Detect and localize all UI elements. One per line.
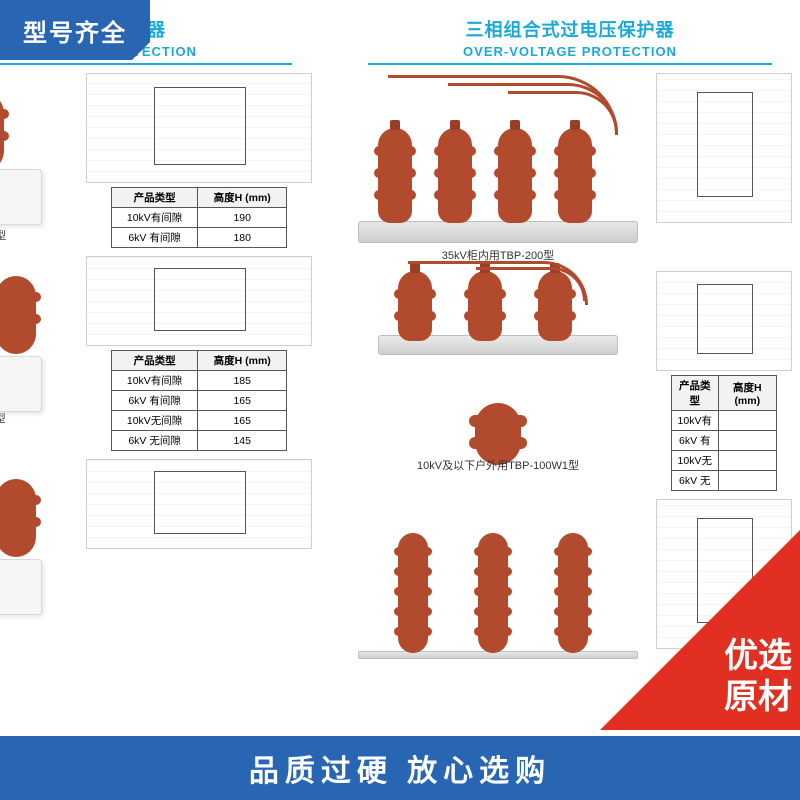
- spec-table-1: 产品类型高度H (mm) 10kV有间隙185 6kV 有间隙165 10kV无…: [111, 350, 287, 451]
- th: 产品类型: [671, 376, 718, 411]
- th: 高度H (mm): [718, 376, 777, 411]
- td: 190: [198, 208, 287, 228]
- product-photo-tbp-131: 用TBP-131型: [0, 256, 78, 426]
- td: 6kV 有: [671, 431, 718, 451]
- td: 165: [198, 391, 287, 411]
- counter-box: [0, 169, 42, 225]
- insulator-shape: [538, 271, 572, 341]
- th: 产品类型: [111, 351, 197, 371]
- product-photo-tbp-o: 护用TBP-O型: [0, 73, 78, 243]
- td: [718, 431, 777, 451]
- td: 6kV 无: [671, 471, 718, 491]
- td: 10kV无: [671, 451, 718, 471]
- right-title-cn: 三相组合式过电压保护器: [348, 16, 792, 42]
- insulator-shape: [398, 533, 428, 653]
- product-photo-tbp-100w1: 10kV及以下户外用TBP-100W1型: [348, 271, 648, 471]
- insulator-shape: [0, 93, 4, 171]
- rail-bar: [358, 651, 638, 659]
- badge-br-line1: 优选: [724, 636, 792, 677]
- schematic-drawing: [86, 73, 312, 183]
- product-photo: [0, 459, 78, 629]
- spec-table-0: 产品类型高度H (mm) 10kV有间隙190 6kV 有间隙180: [111, 187, 287, 248]
- schematic-drawing: [86, 256, 312, 346]
- td: 10kV有间隙: [111, 371, 197, 391]
- left-row-1: 用TBP-131型 产品类型高度H (mm) 10kV有间隙185 6kV 有间…: [0, 256, 312, 451]
- cable-shape: [448, 83, 618, 133]
- product-photo-tbp-200: 35kV柜内用TBP-200型: [348, 73, 648, 263]
- badge-br-line2: 原材: [724, 677, 792, 718]
- caption: 10kV及以下户外用TBP-100W1型: [348, 457, 648, 473]
- td: [718, 451, 777, 471]
- spec-table-r1: 产品类型高度H (mm) 10kV有 6kV 有 10kV无 6kV 无: [671, 375, 777, 491]
- insulator-shape: [438, 128, 472, 223]
- footer-text: 品质过硬 放心选购: [249, 746, 551, 790]
- counter-box: [0, 356, 42, 412]
- insulator-shape: [478, 533, 508, 653]
- counter-box: [0, 559, 42, 615]
- product-photo-rail: [348, 499, 648, 689]
- td: 6kV 有间隙: [111, 391, 197, 411]
- insulator-shape: [468, 271, 502, 341]
- insulator-shape: [498, 128, 532, 223]
- left-divider: [0, 63, 292, 65]
- right-title-en: OVER-VOLTAGE PROTECTION: [348, 44, 792, 59]
- insulator-shape: [398, 271, 432, 341]
- catalog: 合式过电压保护器 OVER-VOLTAGE PROTECTION 护用TBP-O…: [0, 10, 800, 736]
- td: 165: [198, 411, 287, 431]
- left-row-0: 护用TBP-O型 产品类型高度H (mm) 10kV有间隙190 6kV 有间隙…: [0, 73, 312, 248]
- td: 145: [198, 431, 287, 451]
- th: 高度H (mm): [198, 188, 287, 208]
- base-bar: [358, 221, 638, 243]
- td: 6kV 无间隙: [111, 431, 197, 451]
- td: [718, 471, 777, 491]
- schematic-drawing: [656, 271, 792, 371]
- base-insulator-shape: [475, 403, 521, 465]
- left-row-2: [0, 459, 312, 629]
- caption: 35kV柜内用TBP-200型: [348, 247, 648, 263]
- caption: 护用TBP-O型: [0, 227, 78, 243]
- insulator-shape: [378, 128, 412, 223]
- right-divider: [368, 63, 772, 65]
- td: 180: [198, 228, 287, 248]
- right-row-0: 35kV柜内用TBP-200型: [348, 73, 792, 263]
- schematic-drawing: [656, 73, 792, 223]
- badge-top-left-text: 型号齐全: [23, 13, 127, 48]
- cable-shape: [508, 91, 618, 133]
- td: 6kV 有间隙: [111, 228, 197, 248]
- catalog-page-left: 合式过电压保护器 OVER-VOLTAGE PROTECTION 护用TBP-O…: [0, 10, 320, 736]
- schematic-drawing: [86, 459, 312, 549]
- th: 产品类型: [111, 188, 197, 208]
- td: 10kV有: [671, 411, 718, 431]
- right-row-1: 10kV及以下户外用TBP-100W1型 产品类型高度H (mm) 10kV有 …: [348, 271, 792, 491]
- th: 高度H (mm): [198, 351, 287, 371]
- insulator-shape: [0, 276, 36, 354]
- badge-top-left: 型号齐全: [0, 0, 150, 60]
- insulator-shape: [558, 533, 588, 653]
- cable-shape: [388, 75, 618, 135]
- td: 10kV有间隙: [111, 208, 197, 228]
- td: 185: [198, 371, 287, 391]
- td: [718, 411, 777, 431]
- insulator-shape: [0, 479, 36, 557]
- caption: 用TBP-131型: [0, 410, 78, 426]
- insulator-shape: [558, 128, 592, 223]
- footer-bar: 品质过硬 放心选购: [0, 736, 800, 800]
- td: 10kV无间隙: [111, 411, 197, 431]
